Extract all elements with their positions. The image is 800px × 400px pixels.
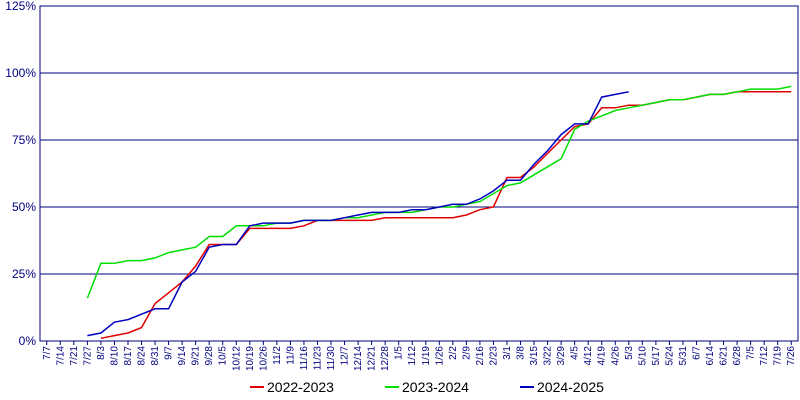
x-tick-label: 2/9	[461, 346, 472, 360]
x-tick-label: 8/3	[96, 346, 107, 360]
x-tick-label: 10/19	[245, 346, 256, 371]
x-tick-label: 1/26	[434, 346, 445, 366]
x-tick-label: 1/12	[407, 346, 418, 366]
x-tick-label: 12/21	[367, 346, 378, 371]
x-tick-label: 10/5	[218, 346, 229, 366]
x-tick-label: 12/14	[353, 346, 364, 371]
x-tick-label: 4/26	[610, 346, 621, 366]
x-tick-label: 12/7	[340, 346, 351, 366]
x-tick-label: 8/24	[137, 346, 148, 366]
y-tick-label: 100%	[5, 66, 36, 80]
x-tick-label: 7/27	[82, 346, 93, 366]
x-tick-label: 7/5	[746, 346, 757, 360]
x-tick-label: 9/14	[177, 346, 188, 366]
x-tick-label: 1/5	[394, 346, 405, 360]
y-tick-label: 0%	[19, 334, 37, 348]
x-tick-label: 11/30	[326, 346, 337, 371]
x-tick-label: 8/10	[109, 346, 120, 366]
x-tick-label: 5/10	[637, 346, 648, 366]
x-tick-label: 5/31	[678, 346, 689, 366]
x-tick-label: 5/24	[664, 346, 675, 366]
y-tick-label: 50%	[12, 200, 36, 214]
x-tick-label: 12/28	[380, 346, 391, 371]
x-tick-label: 7/14	[55, 346, 66, 366]
legend-label: 2022-2023	[267, 379, 334, 395]
x-tick-label: 6/14	[705, 346, 716, 366]
x-tick-label: 7/12	[759, 346, 770, 366]
x-tick-label: 9/7	[164, 346, 175, 360]
x-tick-label: 5/17	[651, 346, 662, 366]
x-tick-label: 3/1	[502, 346, 513, 360]
x-tick-label: 1/19	[421, 346, 432, 366]
x-tick-label: 10/26	[258, 346, 269, 371]
x-tick-label: 9/21	[191, 346, 202, 366]
x-tick-label: 11/9	[285, 346, 296, 365]
x-tick-label: 2/2	[448, 346, 459, 360]
x-tick-label: 4/19	[597, 346, 608, 366]
series-line	[100, 91, 792, 340]
x-tick-label: 3/22	[543, 346, 554, 366]
y-tick-label: 75%	[12, 133, 36, 147]
x-tick-label: 4/5	[570, 346, 581, 360]
x-tick-label: 6/28	[732, 346, 743, 366]
x-tick-label: 11/2	[272, 346, 283, 365]
legend-label: 2023-2024	[402, 379, 469, 395]
x-tick-label: 8/17	[123, 346, 134, 366]
series-line	[86, 85, 792, 299]
x-tick-label: 3/15	[529, 346, 540, 366]
y-tick-label: 125%	[5, 0, 36, 13]
x-tick-label: 4/12	[583, 346, 594, 366]
x-tick-label: 6/21	[719, 346, 730, 366]
x-tick-label: 7/19	[773, 346, 784, 366]
series-line	[87, 91, 629, 337]
x-tick-label: 7/7	[42, 346, 53, 360]
x-tick-label: 8/31	[150, 346, 161, 366]
x-tick-label: 2/16	[475, 346, 486, 366]
x-tick-label: 3/8	[516, 346, 527, 360]
x-tick-label: 10/12	[231, 346, 242, 371]
x-tick-label: 11/23	[312, 346, 323, 371]
x-tick-label: 7/26	[786, 346, 797, 366]
x-tick-label: 3/29	[556, 346, 567, 366]
x-tick-label: 9/28	[204, 346, 215, 366]
x-tick-label: 2/23	[488, 346, 499, 366]
plot-border	[39, 5, 799, 342]
legend-label: 2024-2025	[537, 379, 604, 395]
x-tick-label: 5/3	[624, 346, 635, 360]
x-tick-label: 6/7	[691, 346, 702, 360]
y-tick-label: 25%	[12, 267, 36, 281]
x-tick-label: 11/16	[299, 346, 310, 371]
x-tick-label: 7/21	[69, 346, 80, 366]
